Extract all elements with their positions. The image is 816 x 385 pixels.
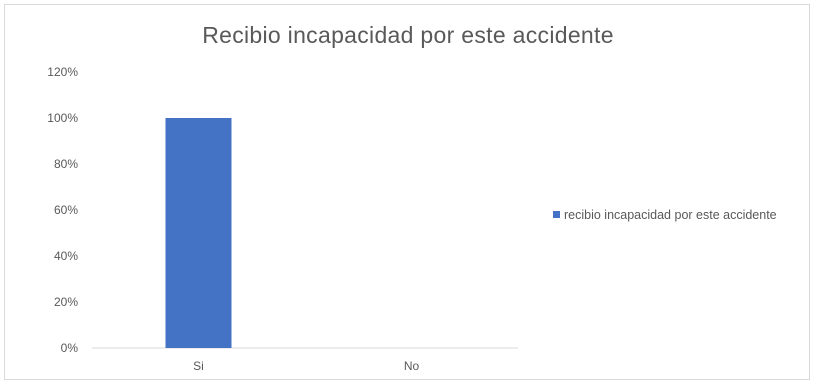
- chart-title: Recibio incapacidad por este accidente: [202, 22, 614, 48]
- legend: recibio incapacidad por este accidente: [553, 205, 813, 225]
- legend-swatch: [553, 211, 560, 218]
- y-tick-label: 0%: [61, 341, 79, 355]
- x-tick-label: Si: [193, 359, 204, 373]
- y-tick-label: 20%: [54, 295, 78, 309]
- bar-si: [165, 118, 232, 348]
- y-tick-label: 120%: [47, 65, 78, 79]
- x-tick-label: No: [404, 359, 420, 373]
- chart-frame: [4, 4, 810, 380]
- y-tick-label: 80%: [54, 157, 78, 171]
- y-tick-label: 40%: [54, 249, 78, 263]
- legend-label: recibio incapacidad por este accidente: [564, 208, 777, 222]
- y-tick-label: 100%: [47, 111, 78, 125]
- y-tick-label: 60%: [54, 203, 78, 217]
